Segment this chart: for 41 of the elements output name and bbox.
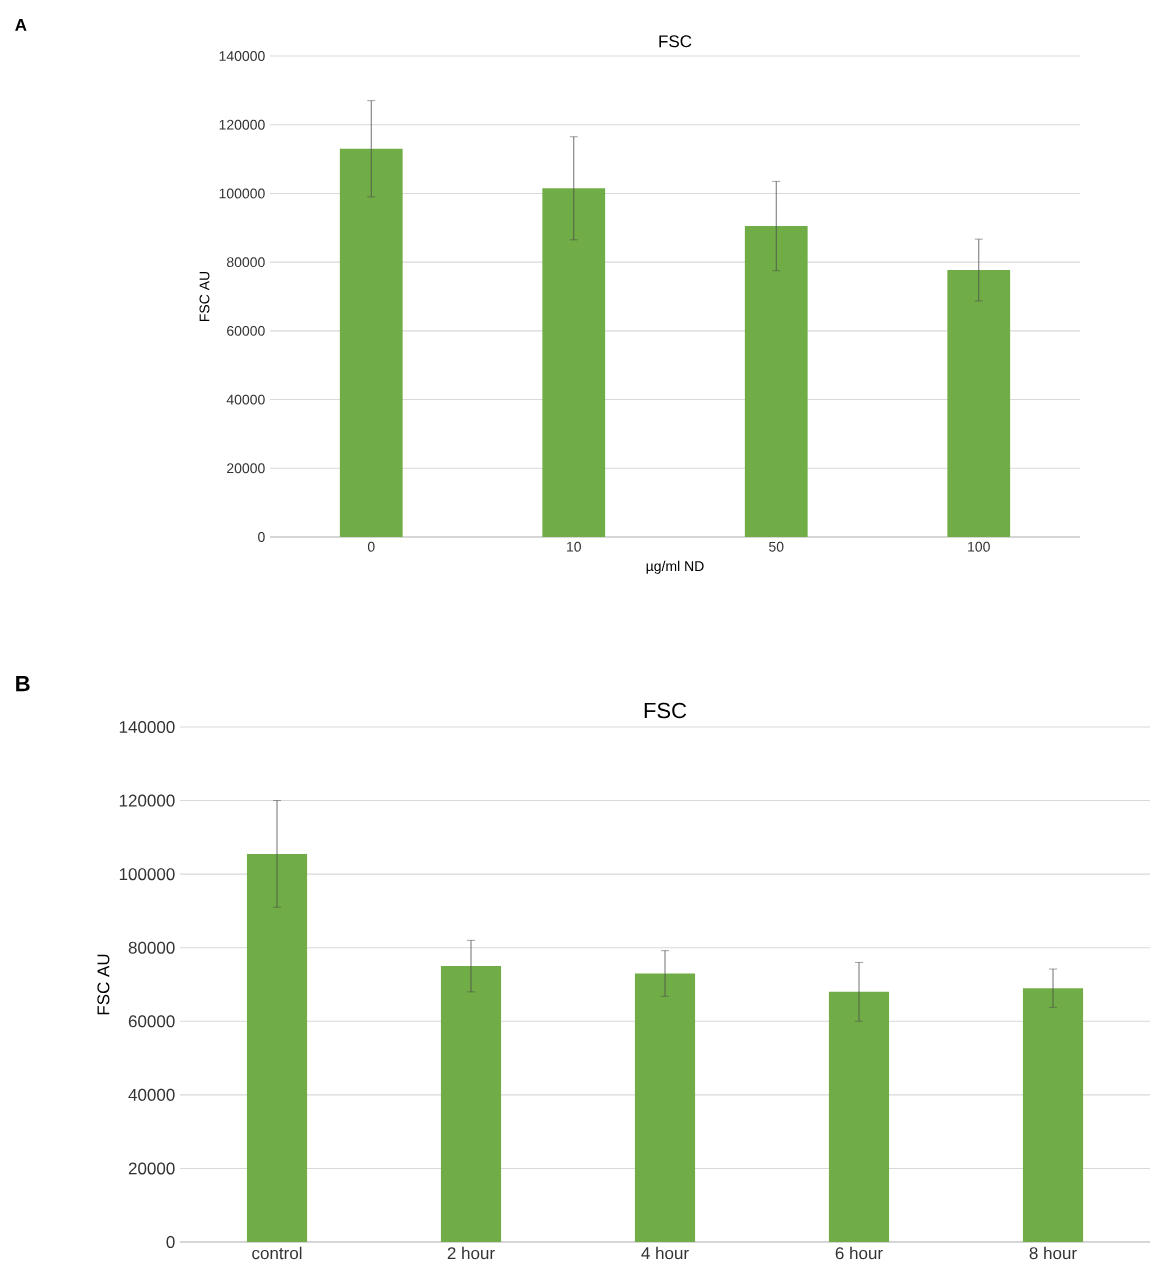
bar	[828, 991, 890, 1243]
x-tick-label: 8 hour	[1029, 1246, 1077, 1260]
bar	[542, 188, 606, 538]
y-tick-label: 140000	[219, 51, 265, 61]
bar	[440, 966, 502, 1243]
y-tick-label: 140000	[119, 720, 175, 734]
x-tick-label: control	[252, 1246, 302, 1260]
text: B	[16, 676, 30, 692]
x-tick-label: 4 hour	[641, 1246, 689, 1260]
y-tick-label: 80000	[226, 257, 265, 268]
y-tick-label: 100000	[119, 868, 175, 881]
x-tick-label: 100	[968, 541, 990, 552]
y-axis-title: FSC AU	[97, 954, 110, 1015]
bar	[1022, 988, 1084, 1243]
y-tick-label: 0	[166, 1235, 175, 1249]
x-tick-label: 10	[567, 541, 581, 552]
y-tick-label: 80000	[128, 941, 175, 954]
x-tick-label: 50	[769, 541, 784, 552]
y-tick-label: 20000	[227, 463, 265, 474]
x-tick-label: 0	[367, 541, 375, 552]
x-axis-title: µg/ml ND	[646, 560, 704, 574]
y-tick-label: 60000	[227, 325, 265, 336]
y-axis-title: FSC AU	[199, 271, 210, 322]
text: A	[15, 19, 27, 31]
bar	[339, 148, 403, 538]
y-tick-label: 40000	[128, 1088, 175, 1101]
y-tick-label: 100000	[219, 188, 265, 199]
y-tick-label: 40000	[226, 394, 265, 405]
y-tick-label: 0	[258, 532, 265, 542]
y-tick-label: 60000	[128, 1015, 175, 1028]
bar	[744, 226, 808, 538]
bar	[246, 853, 308, 1243]
y-tick-label: 120000	[119, 794, 175, 807]
y-tick-label: 120000	[219, 119, 265, 130]
x-tick-label: 2 hour	[447, 1246, 495, 1260]
bar	[634, 973, 696, 1243]
y-tick-label: 20000	[128, 1162, 175, 1175]
x-tick-label: 6 hour	[835, 1246, 883, 1260]
chart-title: FSC	[659, 35, 692, 48]
bar	[947, 270, 1011, 538]
chart-title: FSC	[644, 702, 687, 719]
